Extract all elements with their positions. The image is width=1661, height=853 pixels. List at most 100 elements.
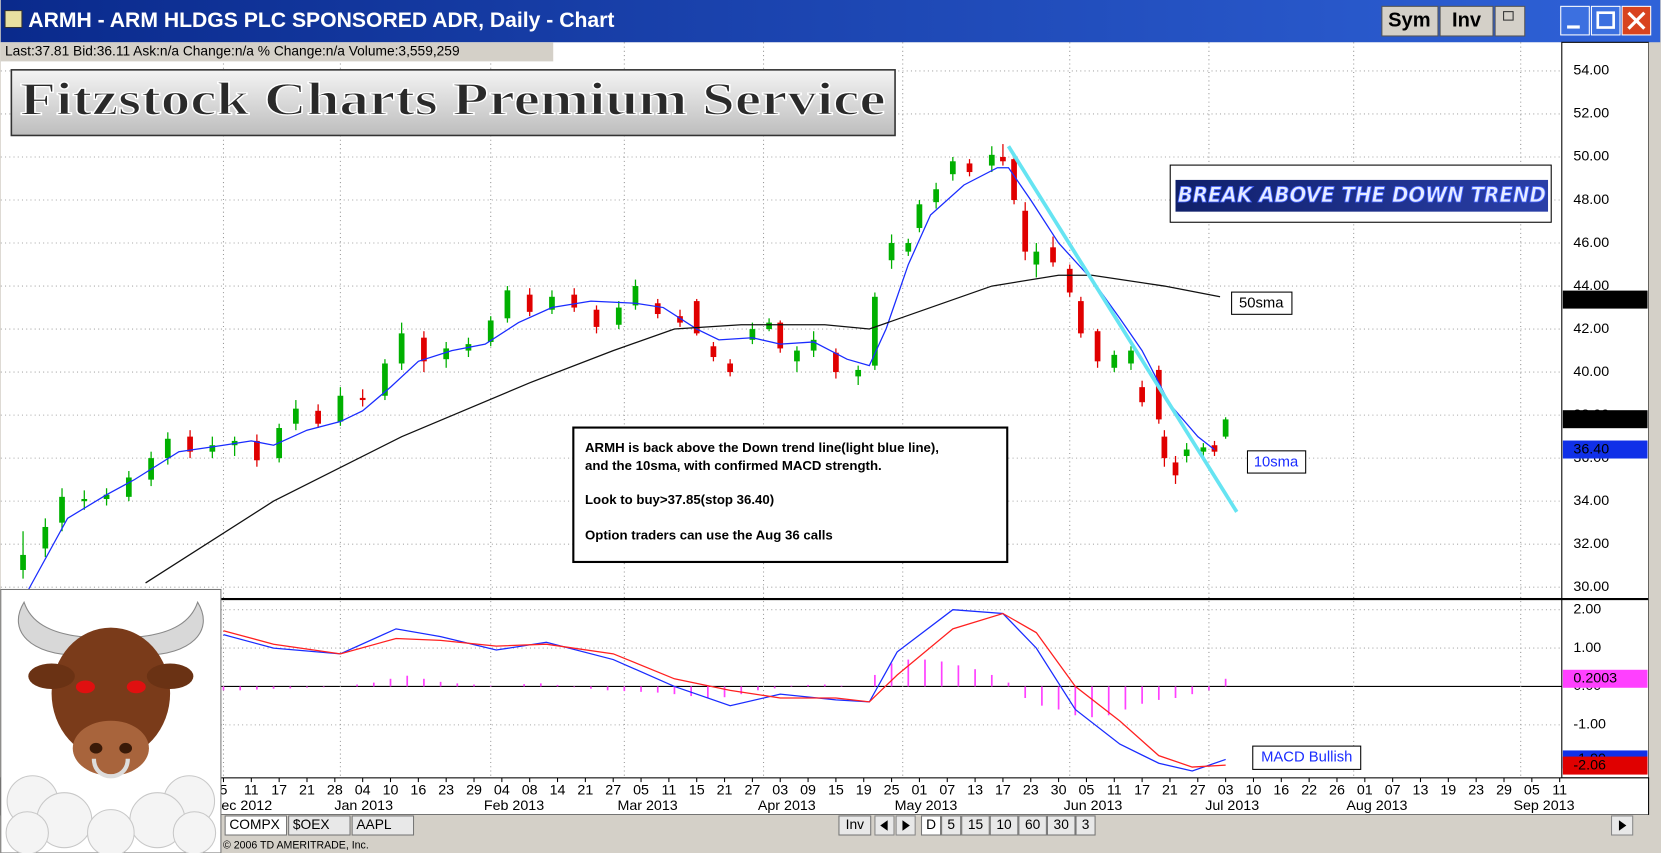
candle-body: [359, 397, 366, 401]
period-tab[interactable]: [1018, 815, 1047, 836]
candle-body: [382, 363, 388, 396]
note-box: [572, 426, 1009, 564]
x-tick-label: 11: [244, 782, 259, 798]
candle-body: [1222, 419, 1229, 437]
period-tab-label[interactable]: 60: [1025, 817, 1041, 832]
quote-text: Last:37.81 Bid:36.11 Ask:n/a Change:n/a …: [5, 43, 460, 58]
x-tick-label: 04: [494, 782, 510, 798]
inv-tab-label[interactable]: Inv: [846, 817, 864, 832]
inv-button[interactable]: [1439, 5, 1494, 37]
period-tab-label[interactable]: 15: [968, 817, 984, 832]
x-tick-label: 25: [884, 782, 900, 798]
candle-body: [1161, 436, 1168, 459]
candle-body: [905, 243, 912, 252]
period-tab-label[interactable]: 5: [947, 817, 955, 832]
y-tick-label: 1.00: [1573, 640, 1601, 656]
candle-body: [398, 333, 405, 364]
month-label: May 2013: [895, 798, 958, 814]
period-tab[interactable]: [1075, 815, 1096, 836]
price-tag: [1562, 410, 1648, 429]
price-tag: [1562, 290, 1648, 309]
y-tick-label: 48.00: [1573, 192, 1609, 208]
inv-button-label[interactable]: Inv: [1452, 9, 1482, 31]
note-line: ARMH is back above the Down trend line(l…: [585, 440, 939, 455]
x-tick-label: 21: [577, 782, 593, 798]
x-tick-label: 29: [1496, 782, 1512, 798]
x-tick-label: 05: [1079, 782, 1095, 798]
x-tick-label: 11: [1107, 782, 1122, 798]
x-tick-label: 09: [800, 782, 816, 798]
x-tick-label: 03: [772, 782, 788, 798]
candle-body: [487, 320, 494, 342]
x-tick-label: 14: [550, 782, 566, 798]
inv-tab[interactable]: [838, 815, 872, 836]
note-line: and the 10sma, with confirmed MACD stren…: [585, 458, 882, 473]
symbol-tab-label[interactable]: $OEX: [293, 817, 330, 832]
x-tick-label: 26: [1329, 782, 1345, 798]
x-tick-label: 01: [1357, 782, 1373, 798]
x-tick-label: 27: [1190, 782, 1206, 798]
side-toolbar: [1648, 42, 1661, 853]
period-tab[interactable]: [1046, 815, 1076, 836]
candle-body: [749, 329, 756, 340]
candle-body: [1200, 447, 1207, 452]
period-tab-label[interactable]: 10: [996, 817, 1012, 832]
x-tick-label: 22: [1301, 782, 1317, 798]
note-line: Option traders can use the Aug 36 calls: [585, 528, 833, 543]
restore-button[interactable]: [1494, 5, 1526, 37]
candle-body: [794, 350, 800, 362]
y-tick-label: 30.00: [1573, 579, 1609, 595]
x-tick-label: 11: [661, 782, 676, 798]
maximize-button[interactable]: [1590, 5, 1621, 36]
candle-body: [42, 526, 49, 549]
nostril: [89, 742, 103, 754]
candle-body: [571, 294, 578, 308]
month-label: Mar 2013: [617, 798, 677, 814]
period-tab[interactable]: [961, 815, 990, 836]
period-tab[interactable]: [989, 815, 1019, 836]
symbol-tab[interactable]: [224, 815, 288, 836]
candle-body: [949, 161, 956, 175]
x-tick-label: 16: [410, 782, 426, 798]
annotation-box: [1252, 745, 1362, 770]
symbol-tab[interactable]: [288, 815, 351, 836]
candle-body: [615, 307, 622, 325]
symbol-tab[interactable]: [351, 815, 415, 836]
candle-body: [59, 496, 65, 523]
month-label: ec 2012: [221, 798, 272, 814]
period-tab[interactable]: [920, 815, 942, 836]
period-tab-label[interactable]: D: [926, 817, 936, 832]
x-tick-label: 03: [1218, 782, 1234, 798]
period-tab-label[interactable]: 30: [1054, 817, 1070, 832]
minimize-button[interactable]: [1560, 5, 1590, 36]
candle-body: [632, 286, 639, 306]
maximize-icon: [1596, 11, 1615, 29]
symbol-tab-label[interactable]: AAPL: [356, 817, 392, 832]
callout-text: BREAK ABOVE THE DOWN TREND: [1178, 182, 1546, 207]
price-tag: [1562, 669, 1648, 688]
x-tick-label: 13: [1413, 782, 1429, 798]
x-tick-label: 17: [995, 782, 1011, 798]
y-tick-label: 54.00: [1573, 63, 1609, 79]
annotation: MACD Bullish: [1261, 750, 1352, 766]
period-tab[interactable]: [941, 815, 962, 836]
ear: [28, 663, 75, 689]
candle-body: [888, 243, 895, 261]
tabs: COMPX $OEX AAPL Inv D 5 15 10 60 30 3: [224, 815, 1096, 836]
restore-icon: [1503, 11, 1514, 21]
x-tick-label: 08: [522, 782, 538, 798]
arrow-icon: [880, 820, 888, 831]
sym-button-label[interactable]: Sym: [1388, 9, 1430, 31]
x-tick-label: 17: [1134, 782, 1150, 798]
x-tick-label: 28: [327, 782, 343, 798]
symbol-tab-label[interactable]: COMPX: [229, 817, 279, 832]
x-tick-label: 04: [355, 782, 371, 798]
y-tick-label: -1.00: [1573, 717, 1606, 733]
x-tick-label: 01: [911, 782, 927, 798]
candle-body: [1011, 159, 1017, 201]
period-tab-label[interactable]: 3: [1082, 817, 1090, 832]
x-tick-label: 15: [689, 782, 705, 798]
candle-body: [1066, 268, 1073, 293]
y-tick-label: 50.00: [1573, 149, 1609, 165]
sym-button[interactable]: [1381, 5, 1439, 37]
